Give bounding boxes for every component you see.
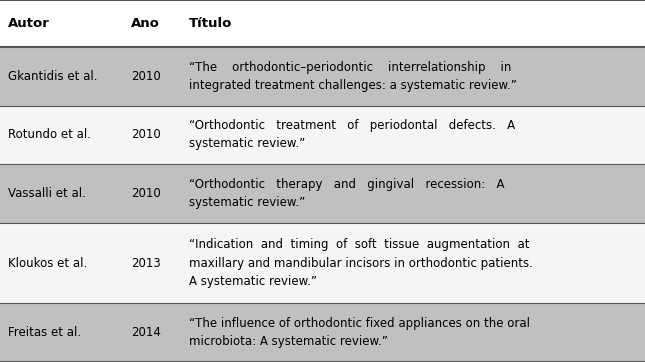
- Text: systematic review.”: systematic review.”: [189, 196, 305, 209]
- Text: Kloukos et al.: Kloukos et al.: [8, 257, 88, 270]
- Bar: [0, 303, 645, 362]
- Text: 2010: 2010: [131, 129, 161, 141]
- Text: Título: Título: [189, 17, 232, 30]
- Text: Rotundo et al.: Rotundo et al.: [8, 129, 92, 141]
- Text: “Orthodontic   therapy   and   gingival   recession:   A: “Orthodontic therapy and gingival recess…: [189, 178, 504, 191]
- Text: microbiota: A systematic review.”: microbiota: A systematic review.”: [189, 335, 388, 348]
- Text: 2013: 2013: [131, 257, 161, 270]
- Text: 2010: 2010: [131, 187, 161, 200]
- Bar: [0, 0, 645, 47]
- Text: “Indication  and  timing  of  soft  tissue  augmentation  at: “Indication and timing of soft tissue au…: [189, 239, 530, 252]
- Bar: [0, 164, 645, 223]
- Text: integrated treatment challenges: a systematic review.”: integrated treatment challenges: a syste…: [189, 79, 517, 92]
- Text: maxillary and mandibular incisors in orthodontic patients.: maxillary and mandibular incisors in ort…: [189, 257, 533, 270]
- Text: A systematic review.”: A systematic review.”: [189, 275, 317, 288]
- Text: Autor: Autor: [8, 17, 50, 30]
- Bar: [0, 223, 645, 303]
- Text: 2014: 2014: [131, 326, 161, 339]
- Text: “Orthodontic   treatment   of   periodontal   defects.   A: “Orthodontic treatment of periodontal de…: [189, 119, 515, 132]
- Text: Freitas et al.: Freitas et al.: [8, 326, 81, 339]
- Text: Gkantidis et al.: Gkantidis et al.: [8, 70, 98, 83]
- Text: Ano: Ano: [131, 17, 160, 30]
- Text: systematic review.”: systematic review.”: [189, 138, 305, 150]
- Bar: [0, 47, 645, 106]
- Text: Vassalli et al.: Vassalli et al.: [8, 187, 86, 200]
- Text: “The    orthodontic–periodontic    interrelationship    in: “The orthodontic–periodontic interrelati…: [189, 61, 511, 74]
- Text: 2010: 2010: [131, 70, 161, 83]
- Text: “The influence of orthodontic fixed appliances on the oral: “The influence of orthodontic fixed appl…: [189, 317, 530, 330]
- Bar: [0, 106, 645, 164]
